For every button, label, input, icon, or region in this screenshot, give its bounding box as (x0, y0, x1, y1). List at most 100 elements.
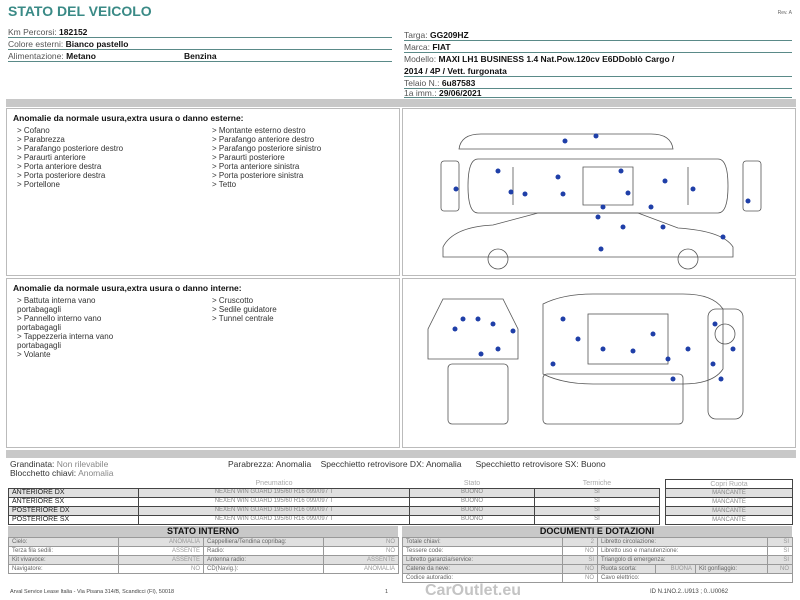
damage-item: portabagagli (17, 341, 62, 350)
item-value: NO (323, 537, 399, 547)
interior-col-1: > Battuta interna vano portabagagli > Pann… (17, 296, 212, 359)
fuel-field: Alimentazione: Metano Benzina (8, 50, 392, 62)
damage-item: > Porta anteriore destra (17, 162, 102, 171)
cover-row: MANCANTE (665, 515, 793, 525)
damage-marker (453, 186, 459, 192)
damage-marker (745, 198, 751, 204)
interior-state-title: STATO INTERNO (8, 526, 398, 537)
damage-item: > Battuta interna vano (17, 296, 96, 305)
damage-marker (648, 204, 654, 210)
tyre-state: BUONO (409, 487, 535, 498)
interior-state-table: Cielo: ANOMALIA Cappelliera/Tendina coprib… (8, 537, 399, 574)
tyre-winter: SI (534, 505, 660, 516)
cover-row: MANCANTE (665, 506, 793, 516)
footer-code: ID N.1NO.2..U913 ; 0..U0062 (650, 589, 729, 595)
damage-item: > Cruscotto (212, 296, 254, 305)
item-value: NO (118, 564, 204, 574)
model-value-2: 2014 / 4P / Vett. furgonata (404, 66, 507, 76)
wheel-cover-state: MANCANTE (665, 497, 793, 507)
glass-summary: Parabrezza: Anomalia Specchietto retrovi… (228, 460, 606, 469)
damage-marker (620, 224, 626, 230)
car-interior-diagram (427, 293, 744, 425)
fuel-label: Alimentazione: (8, 51, 64, 61)
chassis-field: Telaio N.: 6u87583 (404, 77, 792, 89)
item-label: Totale chiavi: (402, 537, 563, 547)
revision: Rev. A (777, 10, 792, 16)
doc-value: NO (562, 573, 598, 583)
item-label: Radio: (203, 546, 324, 556)
damage-marker (475, 316, 481, 322)
tyre-table: Pneumatico Stato Termiche ANTERIORE DX NEXE… (8, 479, 660, 525)
damage-marker (618, 168, 624, 174)
model-value-1: MAXI LH1 BUSINESS 1.4 Nat.Pow.120cv E6DD… (438, 54, 675, 64)
damage-marker (670, 376, 676, 382)
damage-marker (575, 336, 581, 342)
color-field: Colore esterni: Bianco pastello (8, 38, 392, 50)
tyre-state: BUONO (409, 505, 535, 516)
plate-label: Targa: (404, 30, 428, 40)
damage-marker (718, 376, 724, 382)
exterior-col-1: > Cofano > Parabrezza > Parafango posterio… (17, 126, 212, 189)
damage-marker (560, 191, 566, 197)
spare-wheel-value: BUONA (655, 564, 696, 574)
item-row: Navigatore: NO CD(Navig.): ANOMALIA (8, 564, 399, 574)
page-title: STATO DEL VEICOLO (8, 3, 152, 19)
km-value: 182152 (59, 27, 88, 37)
hail-label: Grandinata: (10, 459, 55, 469)
damage-item: > Tappezzeria interna vano (17, 332, 114, 341)
item-label: Libretto garanzia/service: (402, 555, 563, 565)
damage-marker (690, 186, 696, 192)
damage-marker (595, 214, 601, 220)
damage-marker (630, 348, 636, 354)
tyre-row: POSTERIORE DX NEXEN WIN GUARD 195/60 R16 … (8, 505, 660, 516)
damage-marker (665, 356, 671, 362)
interior-damage-list: Anomalie da normale usura,extra usura o … (6, 278, 400, 448)
damage-item: > Parafango posteriore sinistro (212, 144, 322, 153)
windshield-value: Anomalia (275, 459, 312, 469)
doc-row: Codice autoradio: NO Cavo elettrico: (402, 573, 794, 583)
tyre-position: ANTERIORE DX (8, 487, 139, 498)
damage-item: portabagagli (17, 305, 62, 314)
color-value: Bianco pastello (65, 39, 129, 49)
tyre-model: NEXEN WIN GUARD 195/60 R16 099/097 T (138, 514, 410, 525)
tyre-winter: SI (534, 514, 660, 525)
brand-field: Marca: FIAT (404, 41, 792, 53)
brand-label: Marca: (404, 42, 430, 52)
hail-summary: Grandinata: Non rilevabile Blocchetto ch… (10, 460, 114, 478)
watermark-logo: CarOutlet.eu (425, 582, 522, 599)
doc-value: NO (562, 564, 598, 574)
interior-diagram (402, 278, 796, 448)
item-label: Cappelliera/Tendina copribag: (203, 537, 324, 547)
damage-item: > Porta anteriore sinistra (212, 162, 300, 171)
damage-marker (650, 331, 656, 337)
damage-marker (685, 346, 691, 352)
damage-marker (598, 246, 604, 252)
item-label: Terza fila sedili: (8, 546, 119, 556)
damage-item: > Cofano (17, 126, 50, 135)
damage-item: > Paraurti anteriore (17, 153, 86, 162)
tyre-position: POSTERIORE DX (8, 505, 139, 516)
damage-item: > Portellone (17, 180, 60, 189)
damage-marker (460, 316, 466, 322)
item-label: Cielo: (8, 537, 119, 547)
damage-marker (555, 174, 561, 180)
tyre-row: ANTERIORE SX NEXEN WIN GUARD 195/60 R16 0… (8, 496, 660, 507)
item-value: ANOMALIA (323, 564, 399, 574)
damage-marker (720, 234, 726, 240)
damage-marker (600, 204, 606, 210)
plate-value: GG209HZ (430, 30, 469, 40)
exterior-diagram (402, 108, 796, 276)
damage-marker (712, 321, 718, 327)
damage-marker (508, 189, 514, 195)
damage-item: > Tunnel centrale (212, 314, 274, 323)
interior-col-2: > Cruscotto > Sedile guidatore > Tunnel ce… (212, 296, 407, 359)
damage-marker (625, 190, 631, 196)
tyre-model: NEXEN WIN GUARD 195/60 R16 099/097 T (138, 487, 410, 498)
tyre-position: POSTERIORE SX (8, 514, 139, 525)
model-field: Modello: MAXI LH1 BUSINESS 1.4 Nat.Pow.1… (404, 53, 792, 77)
item-value: SI (562, 555, 598, 565)
item-label: CD(Navig.): (203, 564, 324, 574)
item-label: Triangolo di emergenza: (596, 555, 769, 565)
damage-marker (560, 316, 566, 322)
kit-label: Kit gonfiaggio: (694, 564, 769, 574)
